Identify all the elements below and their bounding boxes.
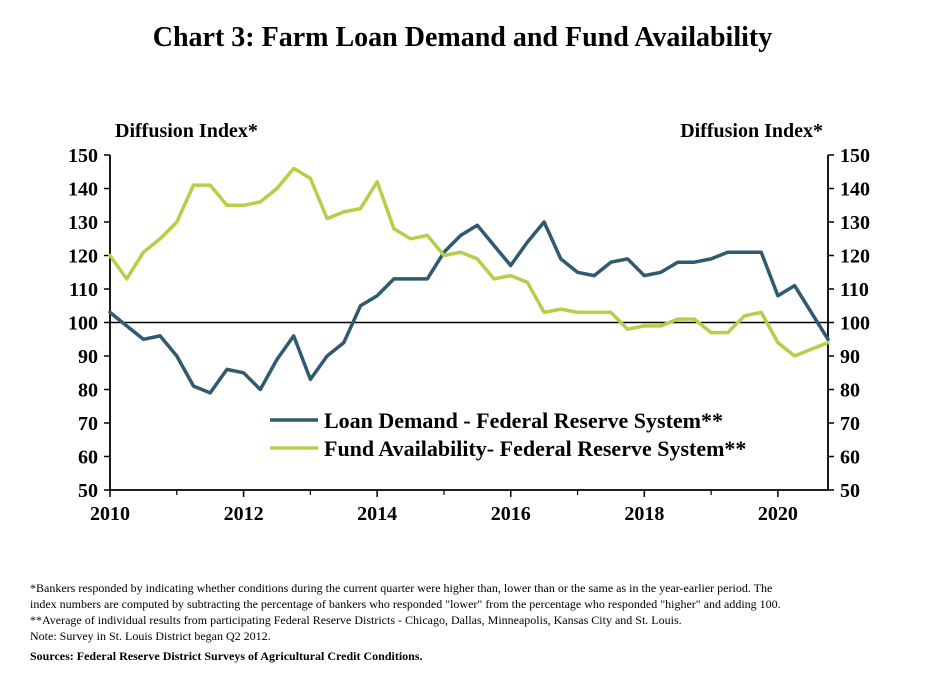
y-tick-right: 100 [840,313,870,335]
y-tick-left: 140 [68,179,98,201]
y-tick-left: 110 [69,279,98,301]
footnote: **Average of individual results from par… [30,613,682,627]
footnote: index numbers are computed by subtractin… [30,597,781,611]
chart: Chart 3: Farm Loan Demand and Fund Avail… [0,0,925,693]
y-tick-right: 150 [840,145,870,167]
y-tick-left: 150 [68,145,98,167]
x-tick: 2016 [491,503,531,525]
y-tick-left: 120 [68,246,98,268]
x-tick: 2012 [224,503,264,525]
y-tick-right: 80 [840,380,860,402]
y-tick-right: 50 [840,480,860,502]
footnote: *Bankers responded by indicating whether… [30,581,772,595]
x-tick: 2010 [90,503,130,525]
legend-label: Fund Availability- Federal Reserve Syste… [324,436,746,461]
y-tick-right: 110 [840,279,869,301]
footnote: Note: Survey in St. Louis District began… [30,629,271,643]
x-tick: 2018 [624,503,664,525]
y-tick-right: 90 [840,346,860,368]
y-axis-label-left: Diffusion Index* [115,120,258,142]
y-tick-right: 60 [840,447,860,469]
y-tick-left: 90 [78,346,98,368]
y-axis-label-right: Diffusion Index* [680,120,823,142]
y-tick-left: 80 [78,380,98,402]
y-tick-right: 140 [840,179,870,201]
y-tick-left: 70 [78,413,98,435]
y-tick-right: 130 [840,212,870,234]
chart-title: Chart 3: Farm Loan Demand and Fund Avail… [153,22,772,53]
y-tick-left: 60 [78,447,98,469]
y-tick-right: 70 [840,413,860,435]
y-tick-right: 120 [840,246,870,268]
y-tick-left: 100 [68,313,98,335]
y-tick-left: 50 [78,480,98,502]
y-tick-left: 130 [68,212,98,234]
legend-label: Loan Demand - Federal Reserve System** [324,408,723,433]
sources: Sources: Federal Reserve District Survey… [30,649,423,663]
x-tick: 2020 [758,503,798,525]
x-tick: 2014 [357,503,397,525]
